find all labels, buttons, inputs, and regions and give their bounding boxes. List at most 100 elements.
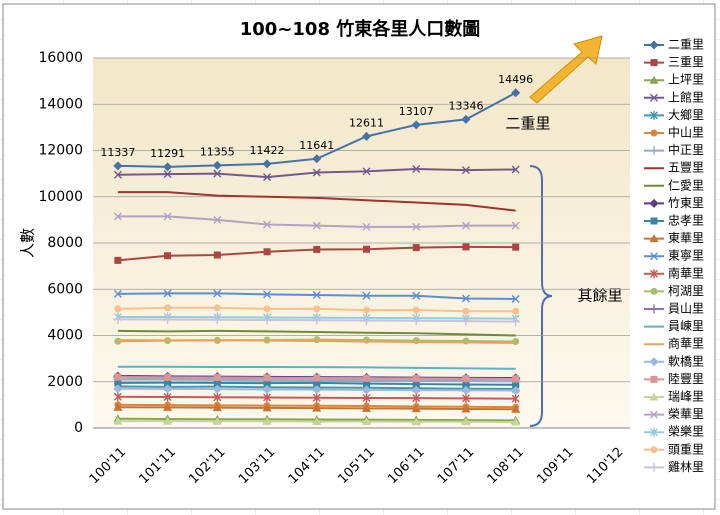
marker <box>412 244 420 252</box>
legend-label: 忠孝里 <box>668 214 704 228</box>
y-tick-label: 0 <box>74 420 83 436</box>
marker <box>363 380 370 388</box>
marker <box>213 289 222 298</box>
marker <box>213 215 222 224</box>
marker <box>512 381 520 389</box>
marker <box>163 384 173 394</box>
legend-label: 竹東里 <box>668 196 704 210</box>
marker <box>511 294 520 303</box>
marker <box>363 245 370 253</box>
y-tick-label: 14000 <box>38 96 83 112</box>
legend-label: 員山里 <box>668 302 704 316</box>
marker <box>114 337 122 345</box>
marker <box>461 417 471 426</box>
marker <box>213 169 222 178</box>
marker <box>114 256 122 264</box>
marker <box>113 402 123 411</box>
arrow <box>529 35 603 104</box>
legend-marker <box>649 75 659 84</box>
y-axis-label: 人數 <box>19 228 37 258</box>
marker <box>411 316 421 326</box>
legend-marker <box>650 93 658 102</box>
legend-label: 二重里 <box>668 38 704 52</box>
legend-label: 榮樂里 <box>668 424 704 439</box>
marker <box>511 417 521 426</box>
marker <box>362 403 371 412</box>
annotation: 其餘里 <box>577 287 622 305</box>
marker <box>113 416 123 425</box>
marker <box>511 221 520 230</box>
y-tick-label: 4000 <box>47 328 83 344</box>
marker <box>213 304 221 312</box>
marker <box>113 161 123 171</box>
y-tick-label: 6000 <box>47 281 83 297</box>
marker <box>461 385 471 395</box>
marker <box>411 385 421 395</box>
brace <box>529 165 553 427</box>
marker <box>362 417 371 426</box>
marker <box>313 374 321 382</box>
marker <box>512 375 520 383</box>
legend-label: 頭重里 <box>668 442 704 456</box>
marker <box>313 245 321 253</box>
marker <box>512 307 520 315</box>
marker <box>461 404 471 413</box>
data-label: 11422 <box>250 144 285 157</box>
marker <box>461 316 471 326</box>
marker <box>362 291 371 300</box>
marker <box>461 393 470 403</box>
marker <box>263 248 271 256</box>
marker <box>212 416 222 425</box>
marker <box>363 374 370 382</box>
marker <box>263 374 271 382</box>
marker <box>362 315 371 325</box>
marker <box>312 221 321 230</box>
marker <box>461 294 470 303</box>
marker <box>412 291 421 300</box>
legend-label: 瑞峰里 <box>668 390 704 404</box>
marker <box>263 173 272 182</box>
legend-marker <box>650 269 658 279</box>
legend-label: 仁愛里 <box>668 178 704 192</box>
legend-marker <box>649 146 659 156</box>
legend-marker <box>650 287 658 295</box>
marker <box>363 306 370 314</box>
data-label: 13346 <box>448 99 483 112</box>
marker <box>113 170 122 179</box>
marker <box>212 160 222 170</box>
marker <box>511 317 521 327</box>
marker <box>511 386 521 396</box>
marker <box>212 384 222 394</box>
marker <box>164 304 172 312</box>
legend-label: 南華里 <box>668 265 704 280</box>
marker <box>412 375 420 383</box>
y-tick-label: 16000 <box>38 50 83 66</box>
marker <box>462 243 470 251</box>
data-label: 12611 <box>349 116 384 129</box>
legend-label: 大鄉里 <box>668 108 704 122</box>
marker <box>213 392 222 402</box>
marker <box>262 403 272 412</box>
marker <box>312 168 321 177</box>
marker <box>113 384 123 394</box>
marker <box>461 114 471 124</box>
marker <box>213 379 221 387</box>
marker <box>412 165 421 173</box>
marker <box>263 220 272 229</box>
legend-label: 五豐里 <box>668 161 704 175</box>
legend-label: 東華里 <box>668 231 704 245</box>
legend-label: 中山里 <box>668 125 704 140</box>
marker <box>411 120 421 130</box>
marker <box>312 154 322 164</box>
marker <box>114 373 122 381</box>
legend-marker <box>650 217 658 225</box>
marker <box>411 404 421 413</box>
marker <box>412 306 420 314</box>
marker <box>213 251 221 259</box>
legend-label: 上坪里 <box>668 73 704 87</box>
marker <box>262 384 272 394</box>
legend-label: 商華里 <box>668 336 704 351</box>
marker <box>511 165 520 174</box>
